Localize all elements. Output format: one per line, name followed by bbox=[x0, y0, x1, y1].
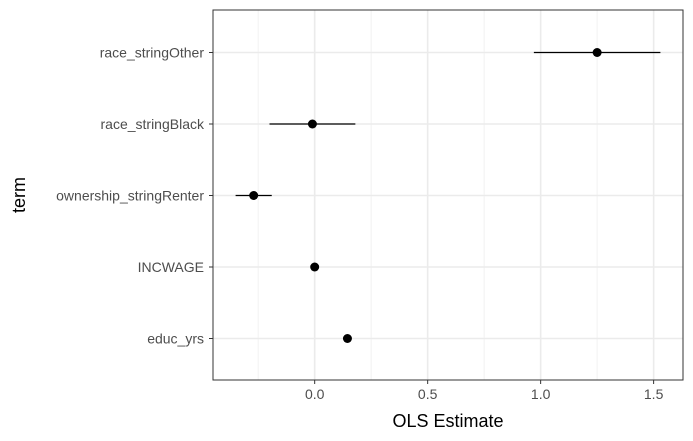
x-tick-label: 0.5 bbox=[418, 386, 438, 402]
x-tick-label: 0.0 bbox=[305, 386, 325, 402]
point-race-stringother bbox=[592, 48, 602, 57]
point-ownership-stringrenter bbox=[249, 191, 259, 200]
y-tick-label-educ-yrs: educ_yrs bbox=[147, 331, 204, 347]
x-tick-label: 1.5 bbox=[644, 386, 664, 402]
y-tick-label-race-stringblack: race_stringBlack bbox=[101, 116, 205, 132]
grid-lines bbox=[213, 10, 683, 380]
y-axis: race_stringOther race_stringBlack ownershi… bbox=[56, 45, 213, 347]
y-tick-label-race-stringother: race_stringOther bbox=[100, 45, 205, 61]
estimate-points bbox=[249, 48, 602, 343]
y-tick-label-incwage: INCWAGE bbox=[138, 259, 204, 275]
x-tick-label: 1.0 bbox=[531, 386, 551, 402]
y-tick-label-ownership-stringrenter: ownership_stringRenter bbox=[56, 188, 204, 204]
x-axis-title: OLS Estimate bbox=[392, 411, 503, 431]
point-educ-yrs bbox=[342, 334, 352, 343]
point-incwage bbox=[310, 262, 320, 272]
x-axis: 0.0 0.5 1.0 1.5 bbox=[305, 380, 664, 402]
point-race-stringblack bbox=[307, 119, 317, 129]
y-axis-title: term bbox=[9, 177, 29, 213]
